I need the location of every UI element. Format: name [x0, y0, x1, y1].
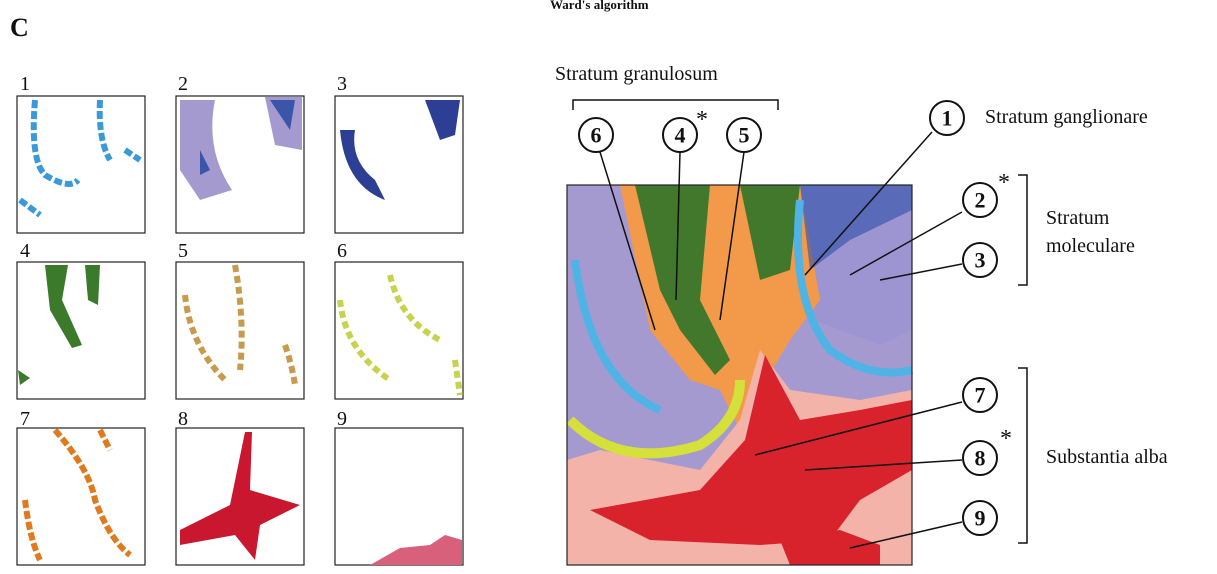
figure-title: Ward's algorithm	[550, 0, 649, 12]
bracket	[1018, 368, 1027, 543]
cluster-label: 3	[337, 73, 347, 95]
panel-label: C	[10, 13, 29, 42]
region-label: moleculare	[1046, 235, 1135, 257]
cluster-label: 2	[178, 73, 188, 95]
region-label: Stratum ganglionare	[985, 106, 1148, 128]
cluster-panels: 1 2 3 4 5 6 7 8 9	[17, 73, 463, 565]
marker-label: 9	[975, 506, 986, 531]
marker-label: 3	[975, 248, 986, 273]
marker-label: 6	[591, 123, 602, 148]
asterisk: *	[696, 107, 708, 133]
marker-label: 8	[975, 446, 986, 471]
marker-label: 2	[975, 188, 986, 213]
figure: Ward's algorithm C 1 2 3 4 5 6 7 8 9	[0, 0, 1217, 574]
cluster-label: 9	[337, 408, 347, 430]
cluster-label: 4	[20, 240, 30, 262]
page: Ward's algorithm C 1 2 3 4 5 6 7 8 9	[0, 0, 1217, 574]
bracket	[573, 100, 778, 110]
marker-label: 5	[739, 123, 750, 148]
asterisk: *	[1000, 426, 1012, 452]
region-label: Stratum granulosum	[555, 63, 718, 85]
cluster-label: 6	[337, 240, 347, 262]
marker-label: 4	[675, 123, 686, 148]
cluster-panel	[335, 262, 463, 399]
marker-label: 1	[942, 106, 953, 131]
cluster-label: 7	[20, 408, 30, 430]
cluster-panel	[17, 262, 145, 399]
region-label: Stratum	[1046, 207, 1110, 229]
cluster-label: 1	[20, 73, 30, 95]
bracket	[1018, 175, 1027, 285]
marker-label: 7	[975, 383, 986, 408]
region-label: Substantia alba	[1046, 446, 1168, 468]
cluster-label: 8	[178, 408, 188, 430]
asterisk: *	[998, 170, 1010, 196]
cluster-label: 5	[178, 240, 188, 262]
cluster-map	[567, 185, 912, 565]
